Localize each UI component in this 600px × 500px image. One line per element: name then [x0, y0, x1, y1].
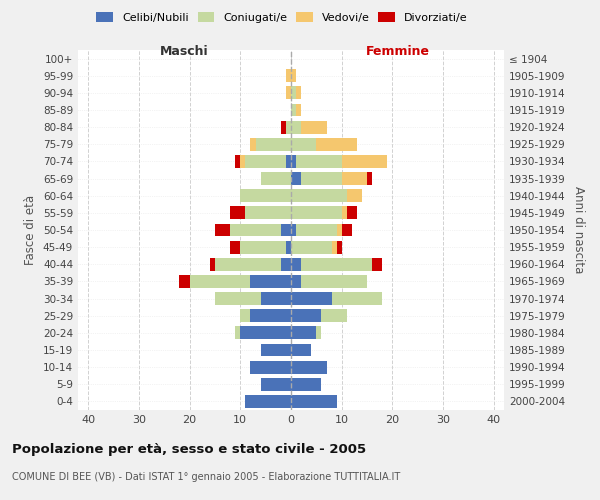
Bar — [250, 138, 256, 150]
Bar — [235, 326, 240, 340]
Bar — [347, 206, 357, 220]
Bar — [286, 86, 291, 100]
Bar — [291, 326, 316, 340]
Bar — [291, 138, 316, 150]
Text: Maschi: Maschi — [160, 45, 209, 58]
Y-axis label: Fasce di età: Fasce di età — [25, 195, 37, 265]
Text: COMUNE DI BEE (VB) - Dati ISTAT 1° gennaio 2005 - Elaborazione TUTTITALIA.IT: COMUNE DI BEE (VB) - Dati ISTAT 1° genna… — [12, 472, 400, 482]
Bar — [230, 206, 245, 220]
Bar — [347, 190, 362, 202]
Bar — [296, 86, 301, 100]
Bar — [342, 155, 388, 168]
Bar — [286, 70, 291, 82]
Bar — [286, 120, 291, 134]
Bar — [256, 138, 291, 150]
Bar — [301, 120, 326, 134]
Bar — [296, 224, 337, 236]
Bar — [291, 190, 347, 202]
Bar — [337, 240, 342, 254]
Bar — [286, 155, 291, 168]
Bar — [281, 120, 286, 134]
Bar — [240, 190, 291, 202]
Bar — [316, 326, 322, 340]
Bar — [342, 224, 352, 236]
Bar — [296, 155, 342, 168]
Bar — [291, 292, 332, 305]
Bar — [367, 172, 372, 185]
Bar — [281, 258, 291, 270]
Bar — [301, 275, 367, 288]
Bar — [250, 360, 291, 374]
Bar — [291, 395, 337, 408]
Bar — [322, 310, 347, 322]
Bar — [372, 258, 382, 270]
Bar — [332, 240, 337, 254]
Bar — [260, 172, 291, 185]
Bar — [291, 104, 296, 117]
Bar — [291, 378, 322, 390]
Bar — [291, 344, 311, 356]
Bar — [240, 155, 245, 168]
Bar — [240, 310, 250, 322]
Text: Femmine: Femmine — [365, 45, 430, 58]
Bar — [291, 155, 296, 168]
Y-axis label: Anni di nascita: Anni di nascita — [572, 186, 585, 274]
Bar — [235, 155, 240, 168]
Bar — [291, 120, 301, 134]
Bar — [230, 240, 240, 254]
Bar — [286, 240, 291, 254]
Text: Popolazione per età, sesso e stato civile - 2005: Popolazione per età, sesso e stato civil… — [12, 442, 366, 456]
Bar — [215, 224, 230, 236]
Bar — [342, 172, 367, 185]
Bar — [332, 292, 382, 305]
Bar — [230, 224, 281, 236]
Bar — [342, 206, 347, 220]
Bar — [250, 275, 291, 288]
Bar — [245, 155, 286, 168]
Bar — [179, 275, 190, 288]
Bar — [260, 292, 291, 305]
Bar — [291, 70, 296, 82]
Bar — [291, 360, 326, 374]
Bar — [215, 258, 281, 270]
Bar — [245, 206, 291, 220]
Bar — [210, 258, 215, 270]
Bar — [296, 104, 301, 117]
Bar — [190, 275, 250, 288]
Bar — [240, 240, 286, 254]
Bar — [291, 310, 322, 322]
Bar — [337, 224, 342, 236]
Bar — [301, 172, 342, 185]
Bar — [215, 292, 260, 305]
Bar — [291, 172, 301, 185]
Bar — [291, 258, 301, 270]
Bar — [291, 275, 301, 288]
Bar — [281, 224, 291, 236]
Bar — [260, 344, 291, 356]
Bar — [291, 86, 296, 100]
Bar — [250, 310, 291, 322]
Bar — [316, 138, 357, 150]
Bar — [301, 258, 372, 270]
Bar — [291, 240, 332, 254]
Legend: Celibi/Nubili, Coniugati/e, Vedovi/e, Divorziati/e: Celibi/Nubili, Coniugati/e, Vedovi/e, Di… — [92, 8, 472, 27]
Bar — [240, 326, 291, 340]
Bar — [260, 378, 291, 390]
Bar — [291, 224, 296, 236]
Bar — [291, 206, 342, 220]
Bar — [245, 395, 291, 408]
